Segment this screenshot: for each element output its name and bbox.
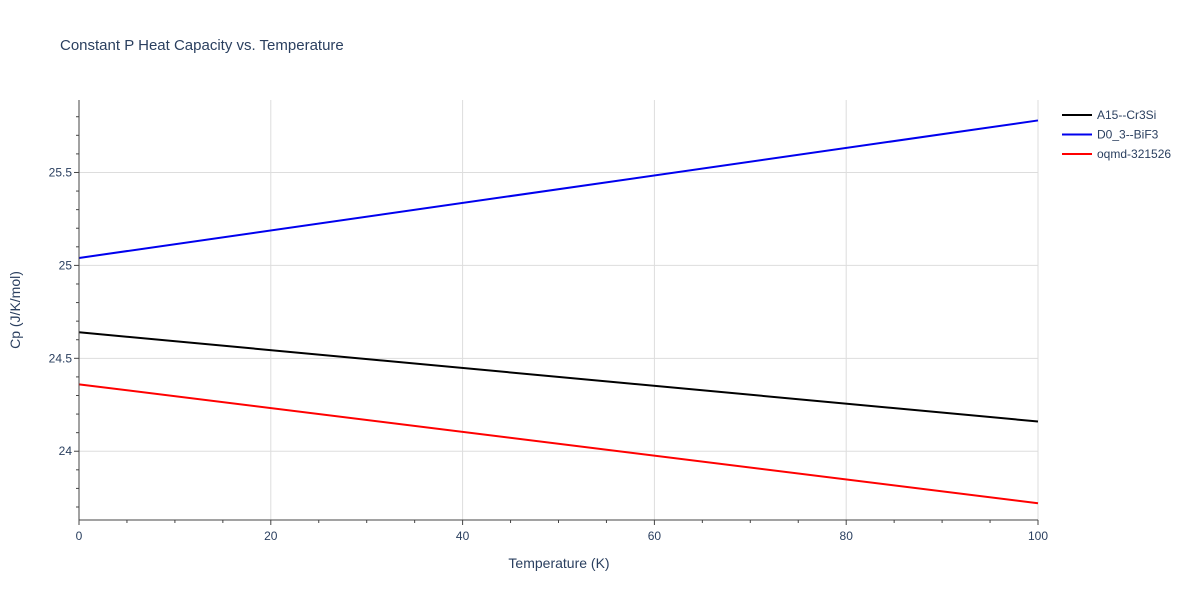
legend-item[interactable]: D0_3--BiF3	[1062, 128, 1159, 142]
y-tick-label: 25	[59, 258, 73, 272]
grid-layer	[79, 100, 1039, 520]
legend-item[interactable]: A15--Cr3Si	[1062, 108, 1156, 122]
y-axis-title: Cp (J/K/mol)	[7, 271, 23, 349]
x-tick-label: 80	[840, 529, 854, 543]
series-line-3	[78, 383, 1039, 505]
legend-label: oqmd-321526	[1097, 147, 1171, 161]
y-tick-label: 24.5	[49, 351, 73, 365]
axes-layer: 0 20 40 60 80 100 24 24.5 25 25.5	[49, 100, 1048, 543]
chart-title: Constant P Heat Capacity vs. Temperature	[60, 37, 344, 54]
x-tick-label: 100	[1028, 529, 1048, 543]
y-tick-label: 24	[59, 444, 73, 458]
x-tick-label: 60	[648, 529, 662, 543]
legend[interactable]: A15--Cr3Si D0_3--BiF3 oqmd-321526	[1062, 108, 1171, 161]
x-axis-title: Temperature (K)	[508, 555, 609, 571]
legend-label: A15--Cr3Si	[1097, 108, 1156, 122]
x-tick-label: 40	[456, 529, 470, 543]
x-tick-label: 0	[76, 529, 83, 543]
legend-label: D0_3--BiF3	[1097, 128, 1159, 142]
series-line-2	[78, 119, 1039, 259]
y-tick-label: 25.5	[49, 165, 73, 179]
series-line-1	[78, 331, 1039, 423]
series-layer	[78, 119, 1039, 505]
x-tick-label: 20	[264, 529, 278, 543]
legend-item[interactable]: oqmd-321526	[1062, 147, 1171, 161]
